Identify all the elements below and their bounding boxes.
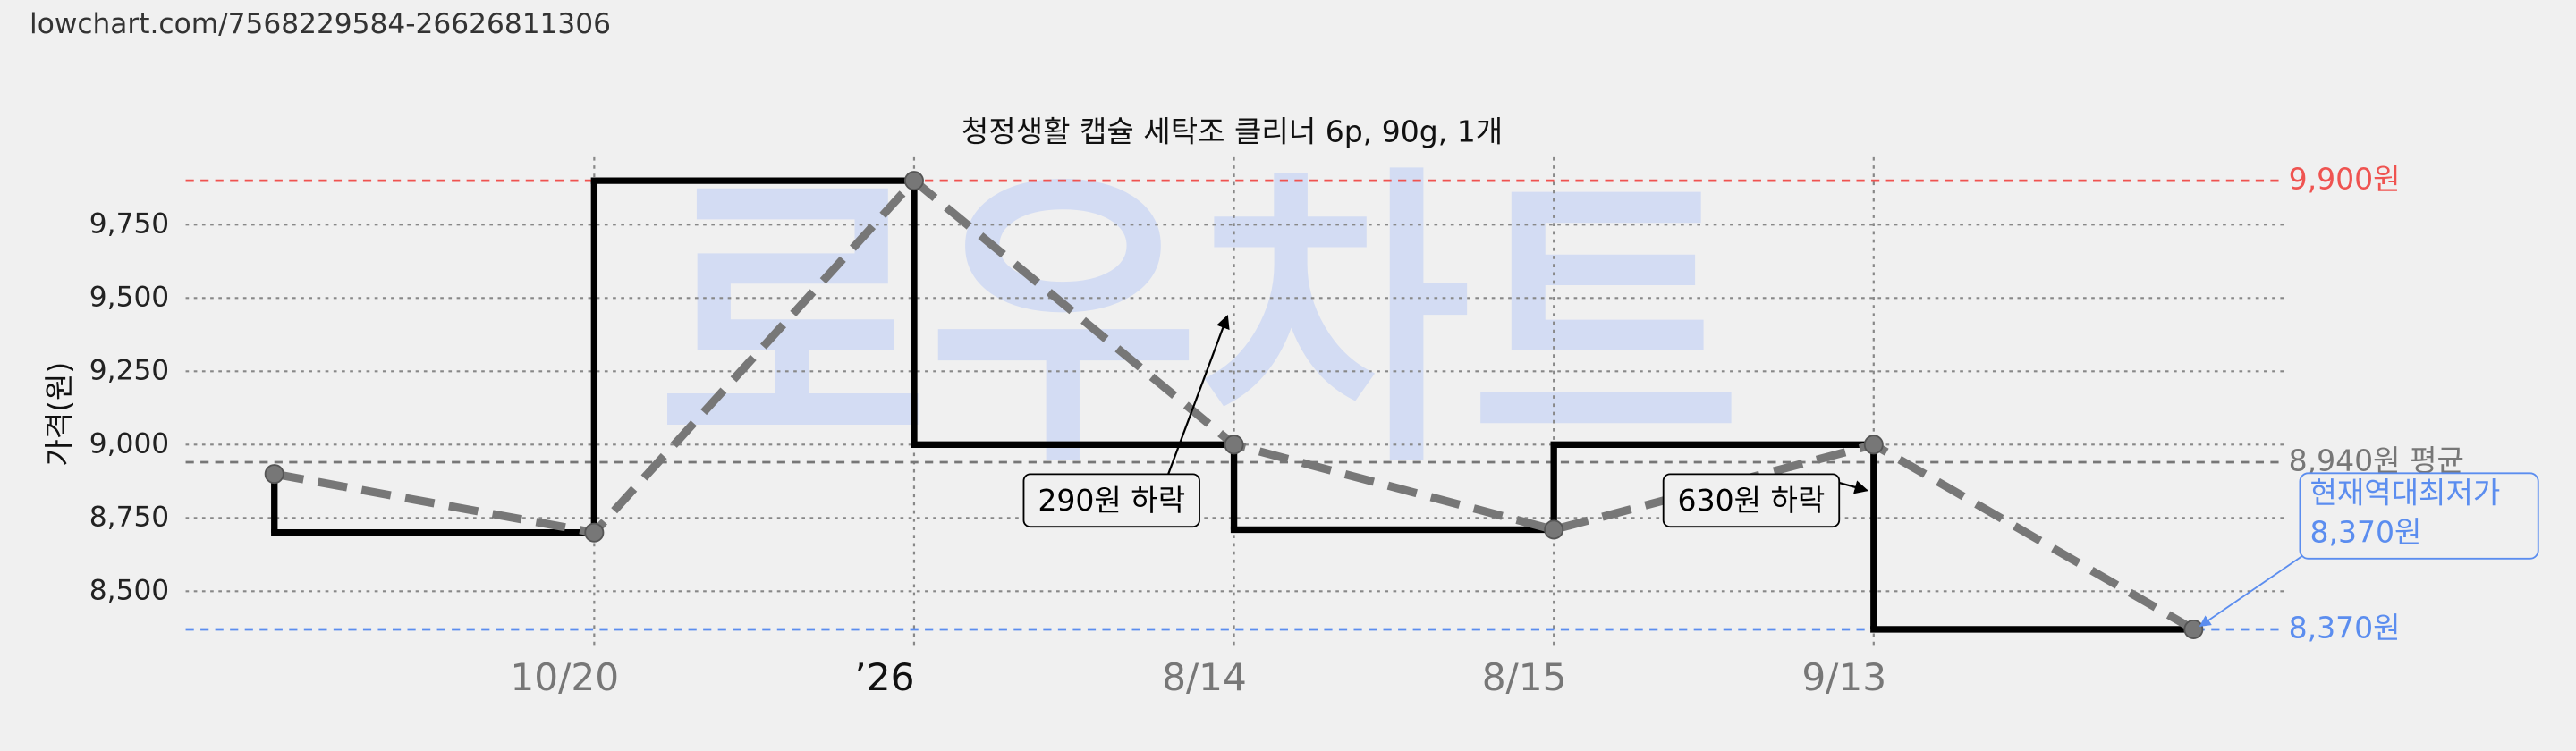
y-tick-label: 9,500 bbox=[89, 281, 169, 313]
annotation-text: 8,370원 bbox=[2309, 515, 2421, 550]
annotation-box bbox=[2299, 472, 2539, 560]
x-tick-label: 10/20 bbox=[510, 655, 619, 699]
y-tick-label: 8,500 bbox=[89, 574, 169, 606]
reference-label: 8,370원 bbox=[2289, 610, 2401, 645]
point bbox=[1544, 519, 1564, 540]
point bbox=[2183, 619, 2204, 639]
y-axis-label: 가격(원) bbox=[41, 362, 76, 467]
annotation-text: 630원 하락 bbox=[1678, 483, 1826, 518]
x-tick-label: 9/13 bbox=[1801, 655, 1886, 699]
x-tick-label: 8/14 bbox=[1162, 655, 1247, 699]
x-tick-label: ’26 bbox=[854, 655, 914, 699]
y-tick-label: 8,750 bbox=[89, 501, 169, 533]
x-tick-label: 8/15 bbox=[1482, 655, 1567, 699]
point bbox=[264, 464, 284, 485]
annotation-text: 현재역대최저가 bbox=[2309, 476, 2500, 511]
reference-label: 8,940원 평균 bbox=[2289, 443, 2464, 478]
annotation-arrow bbox=[1167, 314, 1230, 475]
point bbox=[1224, 435, 1244, 455]
annotation-text: 290원 하락 bbox=[1038, 483, 1185, 518]
watermark: 로우차트 bbox=[657, 141, 1741, 504]
y-tick-label: 9,750 bbox=[89, 207, 169, 240]
point bbox=[1863, 435, 1884, 455]
url: lowchart.com/7568229584-26626811306 bbox=[30, 8, 611, 40]
point bbox=[903, 171, 924, 191]
reference-label: 9,900원 bbox=[2289, 162, 2401, 197]
chart-title: 청정생활 캡슐 세탁조 클리너 6p, 90g, 1개 bbox=[962, 114, 1503, 149]
y-tick-label: 9,250 bbox=[89, 354, 169, 386]
annotation-arrow bbox=[2199, 554, 2304, 628]
y-tick-label: 9,000 bbox=[89, 427, 169, 460]
point bbox=[584, 522, 605, 543]
annotation-box bbox=[1022, 473, 1200, 528]
annotation-box bbox=[1662, 473, 1841, 528]
